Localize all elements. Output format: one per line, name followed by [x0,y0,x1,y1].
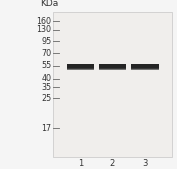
Text: 2: 2 [110,159,115,168]
Bar [99,64,126,69]
Text: 40: 40 [41,74,51,83]
Bar [99,68,126,70]
Bar [53,12,172,157]
Text: 17: 17 [41,124,51,133]
Bar [131,64,159,65]
Bar [67,68,94,70]
Text: 95: 95 [41,37,51,46]
Text: 160: 160 [36,17,51,26]
Bar [67,64,94,65]
Text: 1: 1 [78,159,83,168]
Bar [131,68,159,70]
Bar [99,64,126,65]
Bar [67,64,94,69]
Text: 35: 35 [41,82,51,92]
Text: KDa: KDa [40,0,59,8]
Bar [131,64,159,69]
Text: 25: 25 [41,93,51,103]
Text: 3: 3 [142,159,148,168]
Text: 70: 70 [41,49,51,58]
Text: 55: 55 [41,61,51,70]
Text: 130: 130 [36,25,51,34]
